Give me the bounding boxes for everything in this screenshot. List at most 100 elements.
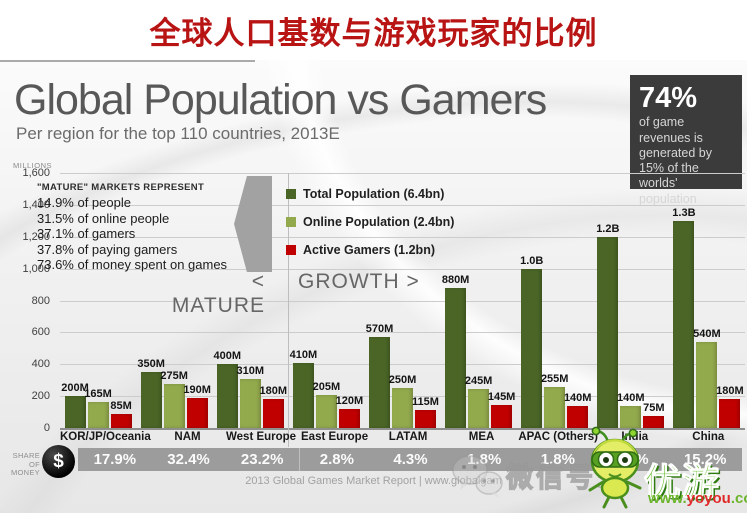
share-percentage: 23.2% bbox=[240, 451, 284, 468]
share-percentage: 15.2% bbox=[683, 451, 727, 468]
slide-title: Global Population vs Gamers bbox=[14, 76, 547, 124]
bar-value-label: 570M bbox=[365, 323, 394, 336]
x-axis-labels: KOR/JP/Oceania NAM West Europe East Europe L… bbox=[60, 431, 745, 443]
url-prefix: www. bbox=[648, 490, 687, 507]
y-tick-label: 1,000 bbox=[22, 262, 50, 275]
bar-value-label: 120M bbox=[335, 394, 364, 407]
bar-value-label: 275M bbox=[160, 370, 188, 383]
y-tick-label: 1,600 bbox=[22, 167, 50, 179]
legend: Total Population (6.4bn) Online Populatio… bbox=[286, 184, 454, 268]
bar-value-label: 180M bbox=[259, 385, 288, 398]
legend-item: Active Gamers (1.2bn) bbox=[286, 240, 454, 260]
legend-swatch bbox=[286, 217, 296, 227]
bar-group-kor-jp-oceania: 200M 165M 85M bbox=[60, 173, 136, 428]
bar-value-label: 140M bbox=[563, 391, 592, 404]
bar-group-apac-others-: 1.0B 255M 140M bbox=[517, 173, 593, 428]
y-tick-label: 1,400 bbox=[22, 198, 50, 211]
note-line: 14.9% of people bbox=[37, 195, 131, 210]
bar-value-label: 250M bbox=[388, 374, 417, 387]
bar: 245M bbox=[465, 375, 492, 428]
bar: 85M bbox=[110, 400, 132, 428]
note-line: 37.8% of paying gamers bbox=[37, 241, 178, 257]
gridline bbox=[60, 204, 745, 206]
url-name: yoyou bbox=[686, 490, 731, 507]
y-tick-label: 1,200 bbox=[22, 230, 50, 243]
bar: 540M bbox=[693, 328, 721, 428]
bar: 310M bbox=[237, 365, 264, 428]
legend-label: Total Population (6.4bn) bbox=[303, 187, 445, 201]
highlight-text: of game revenues is generated by 15% of … bbox=[639, 115, 712, 206]
slide-subtitle: Per region for the top 110 countries, 20… bbox=[16, 124, 340, 143]
bar: 140M bbox=[617, 392, 645, 428]
bar: 180M bbox=[260, 385, 287, 428]
bar: 275M bbox=[160, 370, 188, 428]
gridline bbox=[60, 428, 745, 430]
legend-item: Online Population (2.4bn) bbox=[286, 212, 454, 232]
bar-value-label: 165M bbox=[84, 387, 112, 400]
mature-markets-note: "MATURE" MARKETS REPRESENT 14.9% of peop… bbox=[37, 182, 227, 273]
bar-group-mea: 880M 245M 145M bbox=[441, 173, 517, 428]
section-label-mature: < MATURE bbox=[171, 270, 265, 317]
bar: 880M bbox=[442, 274, 469, 428]
source-footer: 2013 Global Games Market Report | www.gl… bbox=[245, 475, 502, 487]
bar-value-label: 350M bbox=[137, 358, 165, 371]
share-label-line2: MONEY bbox=[10, 468, 40, 477]
legend-label: Online Population (2.4bn) bbox=[303, 215, 455, 229]
highlight-box: 74% of game revenues is generated by 15%… bbox=[630, 75, 742, 206]
bar-value-label: 410M bbox=[289, 348, 318, 361]
bar: 180M bbox=[716, 385, 744, 428]
bar-value-label: 880M bbox=[441, 273, 470, 286]
bar: 1.0B bbox=[520, 255, 543, 428]
y-tick-label: 600 bbox=[31, 326, 50, 339]
bar: 570M bbox=[366, 323, 393, 428]
share-label-line1: SHARE OF bbox=[12, 451, 40, 469]
dollar-icon: $ bbox=[42, 445, 75, 478]
bar-value-label: 205M bbox=[312, 381, 341, 394]
bar-value-label: 200M bbox=[61, 382, 89, 395]
x-axis-label: West Europe bbox=[226, 431, 297, 443]
bar: 350M bbox=[137, 358, 165, 428]
bar-value-label: 310M bbox=[236, 364, 265, 377]
bar-value-label: 180M bbox=[716, 385, 744, 398]
gridline bbox=[60, 364, 745, 366]
y-tick-label: 400 bbox=[31, 358, 50, 371]
share-percentage: 2.8% bbox=[299, 448, 374, 471]
slide: Global Population vs Gamers Per region f… bbox=[0, 60, 747, 513]
bar: 1.3B bbox=[672, 207, 696, 428]
y-tick-label: 200 bbox=[31, 390, 50, 403]
bar: 255M bbox=[541, 373, 568, 428]
x-axis-label: LATAM bbox=[388, 431, 428, 443]
bar-value-label: 75M bbox=[643, 402, 665, 415]
share-percentage: 4.3% bbox=[393, 451, 428, 468]
highlight-stat: 74% bbox=[639, 82, 698, 114]
bar: 120M bbox=[336, 395, 363, 428]
bar-value-label: 85M bbox=[110, 400, 132, 413]
bar-group-east-europe: 410M 205M 120M bbox=[288, 173, 364, 428]
bar-value-label: 245M bbox=[464, 374, 493, 387]
bar-value-label: 255M bbox=[540, 373, 569, 386]
share-percentage: 1.8% bbox=[467, 451, 502, 468]
note-heading: "MATURE" MARKETS REPRESENT bbox=[37, 182, 205, 193]
bar-value-label: 400M bbox=[213, 350, 242, 363]
bar-group-india: 1.2B 140M 75M bbox=[593, 173, 669, 428]
bar-value-label: 145M bbox=[487, 390, 516, 403]
gridline bbox=[60, 300, 745, 302]
y-axis-unit-label: MILLIONS bbox=[12, 161, 52, 170]
bar: 165M bbox=[84, 388, 112, 428]
bar: 140M bbox=[564, 392, 591, 428]
gridline bbox=[60, 332, 745, 334]
legend-item: Total Population (6.4bn) bbox=[286, 184, 454, 204]
x-axis-label: APAC (Others) bbox=[518, 431, 598, 443]
wechat-icon bbox=[452, 455, 503, 498]
note-line: 31.5% of online people bbox=[37, 210, 170, 226]
x-axis-label: China bbox=[692, 431, 725, 443]
bar-value-label: 190M bbox=[183, 383, 211, 396]
gridline bbox=[60, 236, 745, 238]
bar: 250M bbox=[389, 374, 416, 428]
bar-value-label: 1.0B bbox=[520, 254, 544, 267]
bar: 1.2B bbox=[596, 223, 619, 428]
plot-area: 200M 165M 85M 350M 275M 190M 400M 310M 180M 410M 2… bbox=[60, 173, 745, 430]
slide-top-edge bbox=[0, 60, 255, 62]
legend-swatch bbox=[286, 189, 296, 199]
